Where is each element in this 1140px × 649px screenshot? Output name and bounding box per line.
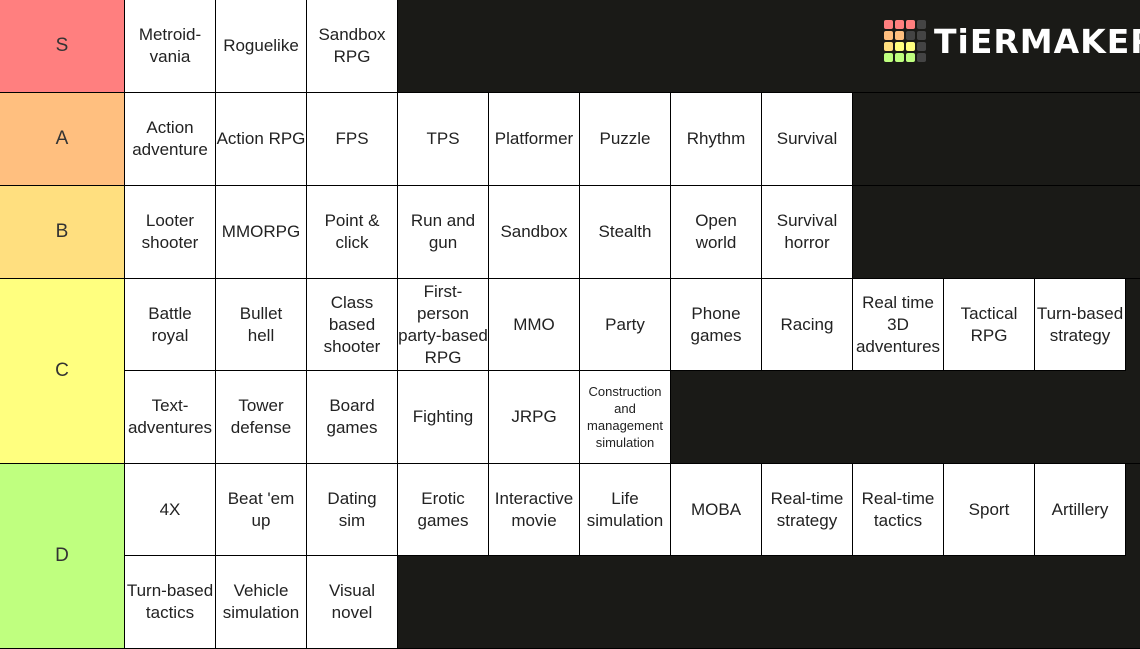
tier-item: Fighting	[398, 371, 489, 463]
tier-item: Board games	[307, 371, 398, 463]
tier-item: MOBA	[671, 464, 762, 556]
tier-row: A Action adventure Action RPG FPS TPS Platfor…	[0, 93, 1140, 186]
tier-item: Platformer	[489, 93, 580, 185]
tier-item: Turn-based tactics	[125, 556, 216, 648]
tier-item: Battle royal	[125, 279, 216, 371]
tier-item: Point & click	[307, 186, 398, 278]
tier-row: C Battle royal Bullet hell Class based shoo…	[0, 279, 1140, 464]
tier-item: Looter shooter	[125, 186, 216, 278]
tier-item: Action RPG	[216, 93, 307, 185]
tier-row: D 4X Beat 'em up Dating sim Erotic games Inte…	[0, 464, 1140, 649]
tier-row: S Metroid- vania Roguelike Sandbox RPG	[0, 0, 1140, 93]
tier-item: JRPG	[489, 371, 580, 463]
tier-item: Racing	[762, 279, 853, 371]
tier-label: D	[0, 464, 125, 648]
tier-item: TPS	[398, 93, 489, 185]
tier-item: Phone games	[671, 279, 762, 371]
tier-item: Vehicle simulation	[216, 556, 307, 648]
tier-item: Text- adventures	[125, 371, 216, 463]
tier-item: Run and gun	[398, 186, 489, 278]
tier-item: MMO	[489, 279, 580, 371]
tier-item: Open world	[671, 186, 762, 278]
tier-item: Class based shooter	[307, 279, 398, 371]
tier-label: A	[0, 93, 125, 185]
tier-item: Beat 'em up	[216, 464, 307, 556]
tier-row: B Looter shooter MMORPG Point & click Run an…	[0, 186, 1140, 279]
tier-item: Party	[580, 279, 671, 371]
logo: TiERMAKER	[884, 20, 1140, 62]
tier-item: Real time 3D adventures	[853, 279, 944, 371]
tier-item: Turn-based strategy	[1035, 279, 1126, 371]
tier-item: Interactive movie	[489, 464, 580, 556]
tier-item: Survival	[762, 93, 853, 185]
tier-items: Metroid- vania Roguelike Sandbox RPG	[125, 0, 1140, 92]
tier-label: C	[0, 279, 125, 463]
tier-item: Survival horror	[762, 186, 853, 278]
tier-item: Sandbox RPG	[307, 0, 398, 92]
tier-item: Sandbox	[489, 186, 580, 278]
tier-item: 4X	[125, 464, 216, 556]
tier-item: Real-time strategy	[762, 464, 853, 556]
tier-item: Action adventure	[125, 93, 216, 185]
tier-item: Rhythm	[671, 93, 762, 185]
tier-items: Action adventure Action RPG FPS TPS Platform…	[125, 93, 1140, 185]
tier-item: Real-time tactics	[853, 464, 944, 556]
tier-item: Life simulation	[580, 464, 671, 556]
tier-item: Construction and management simulation	[580, 371, 671, 463]
logo-icon	[884, 20, 926, 62]
tier-item: Erotic games	[398, 464, 489, 556]
tier-items: Looter shooter MMORPG Point & click Run and…	[125, 186, 1140, 278]
tier-item: Roguelike	[216, 0, 307, 92]
tier-item: Artillery	[1035, 464, 1126, 556]
tier-item: Bullet hell	[216, 279, 307, 371]
tier-item: Puzzle	[580, 93, 671, 185]
tier-item: MMORPG	[216, 186, 307, 278]
tier-item: Visual novel	[307, 556, 398, 648]
tier-item: First-person party-based RPG	[398, 279, 489, 371]
tier-item: Dating sim	[307, 464, 398, 556]
tier-item: FPS	[307, 93, 398, 185]
tier-item: Metroid- vania	[125, 0, 216, 92]
tier-label: S	[0, 0, 125, 92]
tier-item: Sport	[944, 464, 1035, 556]
tier-label: B	[0, 186, 125, 278]
tier-items: Battle royal Bullet hell Class based shoot…	[125, 279, 1140, 463]
tier-item: Tactical RPG	[944, 279, 1035, 371]
tier-items: 4X Beat 'em up Dating sim Erotic games Inter…	[125, 464, 1140, 648]
logo-text: TiERMAKER	[934, 21, 1140, 61]
tier-item: Tower defense	[216, 371, 307, 463]
tier-item: Stealth	[580, 186, 671, 278]
